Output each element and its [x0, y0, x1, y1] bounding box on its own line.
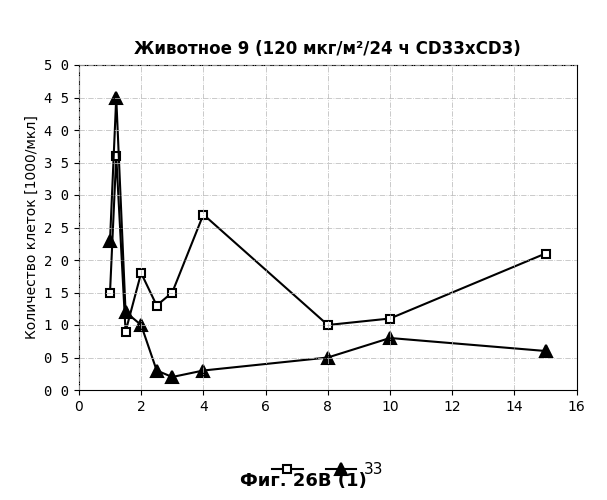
- Title: Животное 9 (120 мкг/м²/24 ч CD33хCD3): Животное 9 (120 мкг/м²/24 ч CD33хCD3): [134, 40, 521, 58]
- Legend: , 33: , 33: [266, 456, 390, 483]
- Y-axis label: Количество клеток [1000/мкл]: Количество клеток [1000/мкл]: [24, 116, 38, 340]
- Text: Фиг. 26В (1): Фиг. 26В (1): [240, 472, 367, 490]
